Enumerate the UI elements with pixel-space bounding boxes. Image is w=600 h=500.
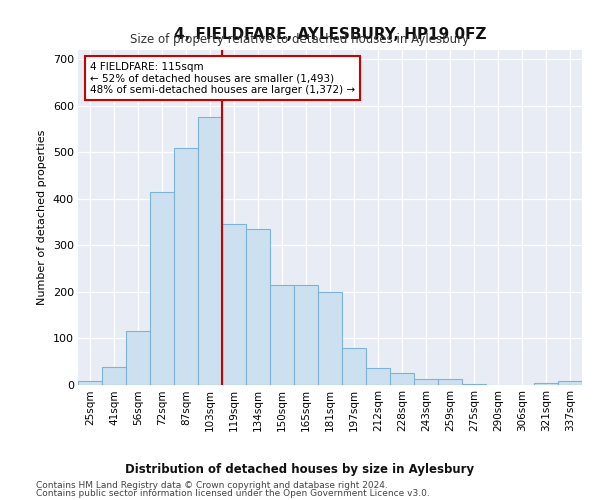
Text: 4 FIELDFARE: 115sqm
← 52% of detached houses are smaller (1,493)
48% of semi-det: 4 FIELDFARE: 115sqm ← 52% of detached ho… <box>90 62 355 95</box>
Bar <box>174 148 198 385</box>
Text: Contains public sector information licensed under the Open Government Licence v3: Contains public sector information licen… <box>36 489 430 498</box>
Bar <box>270 285 294 385</box>
Bar <box>558 382 582 385</box>
Text: Size of property relative to detached houses in Aylesbury: Size of property relative to detached ho… <box>130 32 470 46</box>
Bar <box>438 379 462 385</box>
Bar <box>198 118 222 385</box>
Bar <box>366 368 390 385</box>
Y-axis label: Number of detached properties: Number of detached properties <box>37 130 47 305</box>
Text: Contains HM Land Registry data © Crown copyright and database right 2024.: Contains HM Land Registry data © Crown c… <box>36 481 388 490</box>
Bar <box>246 229 270 385</box>
Bar <box>126 332 150 385</box>
Bar <box>222 224 246 385</box>
Bar <box>294 285 318 385</box>
Bar <box>462 384 486 385</box>
Bar <box>390 374 414 385</box>
Bar <box>150 192 174 385</box>
Bar <box>318 292 342 385</box>
Text: Distribution of detached houses by size in Aylesbury: Distribution of detached houses by size … <box>125 462 475 475</box>
Bar <box>78 382 102 385</box>
Bar <box>342 348 366 385</box>
Bar <box>414 380 438 385</box>
Bar <box>534 382 558 385</box>
Bar <box>102 368 126 385</box>
Title: 4, FIELDFARE, AYLESBURY, HP19 0FZ: 4, FIELDFARE, AYLESBURY, HP19 0FZ <box>174 27 486 42</box>
